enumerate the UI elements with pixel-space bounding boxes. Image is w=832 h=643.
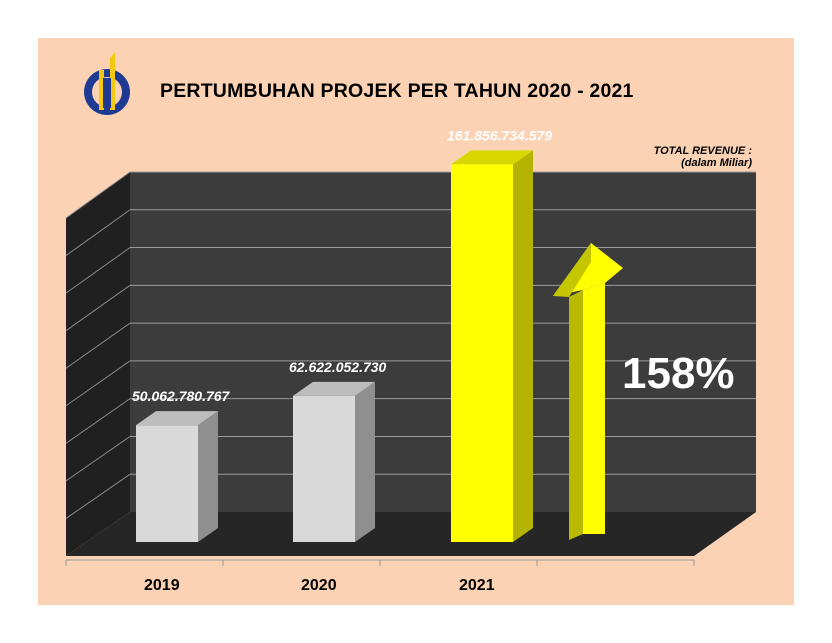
company-logo — [84, 52, 130, 115]
gridline-side — [65, 171, 131, 219]
gridline-side — [65, 284, 131, 332]
gridline-side — [65, 360, 131, 407]
gridline-side — [65, 436, 131, 482]
x-tick-label-2021: 2021 — [459, 577, 495, 594]
gridline-side — [65, 473, 131, 519]
growth-percent-label: 158% — [622, 349, 735, 398]
plot-left-wall — [66, 172, 130, 556]
value-label-2021: 161.856.734.579 — [447, 127, 552, 143]
bar-2021 — [451, 150, 533, 542]
gridline-side — [65, 247, 131, 294]
gridline-side — [65, 322, 131, 369]
x-tick-label-2019: 2019 — [144, 577, 180, 594]
bar-2020 — [293, 381, 375, 542]
total-revenue-note: TOTAL REVENUE : — [653, 145, 752, 157]
unit-note: (dalam Miliar) — [681, 157, 752, 169]
bar-2019 — [136, 411, 218, 542]
chart-title: PERTUMBUHAN PROJEK PER TAHUN 2020 - 2021 — [160, 80, 634, 102]
x-tick-label-2020: 2020 — [301, 577, 337, 594]
gridline-side — [65, 209, 131, 256]
value-label-2019: 50.062.780.767 — [132, 388, 231, 404]
x-axis-ticks — [65, 560, 695, 566]
gridline-side — [65, 398, 131, 444]
growth-arrow — [553, 243, 623, 540]
x-axis-labels: 2019 2020 2021 — [144, 577, 495, 594]
gridlines — [65, 171, 756, 519]
value-label-2020: 62.622.052.730 — [289, 359, 387, 375]
plot-back-wall — [130, 172, 756, 512]
value-labels: 50.062.780.767 62.622.052.730 161.856.734.… — [132, 127, 552, 404]
bars — [136, 150, 533, 542]
